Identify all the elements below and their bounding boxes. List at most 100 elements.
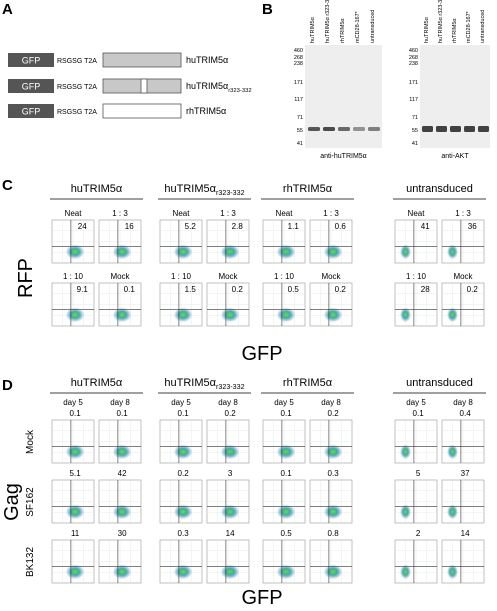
band [450,126,461,132]
condition: Mock [321,272,341,281]
percent: 5.2 [185,222,197,231]
construct-name: rhTRIM5α [186,106,226,116]
percent: 28 [421,285,430,294]
population [173,244,193,260]
name: rhTRIM5α [186,106,226,116]
condition: 1 : 3 [323,209,339,218]
population [112,504,132,520]
lane-label: rhTRIM5α [452,18,458,43]
condition: Neat [65,209,83,218]
percent: 2.8 [232,222,244,231]
percent: 0.2 [328,409,340,418]
condition: 1 : 10 [63,272,84,281]
population [173,564,193,580]
mw-marker: 460 [294,48,303,54]
construct-name: untransduced [406,183,473,195]
percent: 5.1 [70,469,82,478]
population [220,504,240,520]
mw-marker: 238 [409,61,418,67]
percent: 42 [118,469,127,478]
gfp-box [8,79,54,93]
mw-marker: 71 [297,115,303,121]
condition: Neat [173,209,191,218]
mw-marker: 460 [409,48,418,54]
condition: Neat [408,209,426,218]
percent: 9.1 [77,285,89,294]
day-label: day 8 [218,398,238,407]
percent: 16 [125,222,134,231]
population [323,504,343,520]
percent: 0.2 [225,409,237,418]
day-label: day 8 [321,398,341,407]
linker: RSGSG T2A [57,109,97,116]
percent: 0.5 [288,285,300,294]
population [220,564,240,580]
panel-label: C [2,177,13,194]
percent: 0.5 [281,529,293,538]
mw-marker: 41 [412,141,418,147]
percent: 14 [461,529,470,538]
day-label: day 8 [453,398,473,407]
condition: Mock [110,272,130,281]
condition: Neat [276,209,294,218]
population [400,444,411,460]
gfp-tag: GFP [22,107,41,117]
construct-name: huTRIM5α [71,377,123,389]
percent: 0.1 [281,469,293,478]
band [478,126,489,132]
population [447,307,458,323]
construct-name: huTRIM5αr323-332 [164,183,244,197]
linker: RSGSG T2A [57,58,97,65]
construct-name: rhTRIM5α [283,183,333,195]
population [276,444,296,460]
lane-label: huTRIM5α r323-332 [438,0,444,43]
construct-name: untransduced [406,377,473,389]
mw-marker: 41 [297,141,303,147]
mw-marker: 268 [294,55,303,61]
percent: 37 [461,469,470,478]
antibody: anti-huTRIM5α [320,153,366,160]
population [323,244,343,260]
condition: 1 : 10 [274,272,295,281]
lane-label: mCD28-167* [466,10,472,43]
population [65,244,85,260]
population [173,504,193,520]
construct-name: huTRIM5αr323-332 [186,81,252,94]
mw-marker: 117 [409,97,418,103]
name: rhTRIM5α [283,183,333,195]
percent: 1.5 [185,285,197,294]
percent: 3 [228,469,233,478]
lane-label: rhTRIM5α [340,18,346,43]
x-label: GFP [241,343,282,365]
mw-marker: 117 [294,97,303,103]
mw-marker: 171 [409,80,418,86]
gfp-tag: GFP [22,82,41,92]
construct-name: rhTRIM5α [283,377,333,389]
population [65,307,85,323]
lane-label: huTRIM5α r323-332 [325,0,331,43]
deletion [140,78,148,94]
percent: 0.3 [178,529,190,538]
band [436,126,447,132]
population [276,564,296,580]
population [400,307,411,323]
percent: 0.2 [467,285,479,294]
population [112,244,132,260]
population [112,564,132,580]
percent: 0.4 [460,409,472,418]
population [447,444,458,460]
percent: 36 [468,222,477,231]
name: huTRIM5α [186,55,228,65]
y-label: Gag [1,483,23,521]
population [65,564,85,580]
percent: 0.1 [124,285,136,294]
construct-name: huTRIM5α [71,183,123,195]
mw-marker: 55 [297,128,303,134]
percent: 0.6 [335,222,347,231]
percent: 11 [71,529,80,538]
population [323,564,343,580]
condition: Mock [218,272,238,281]
construct-name: huTRIM5αr323-332 [164,377,244,391]
band [308,127,320,131]
